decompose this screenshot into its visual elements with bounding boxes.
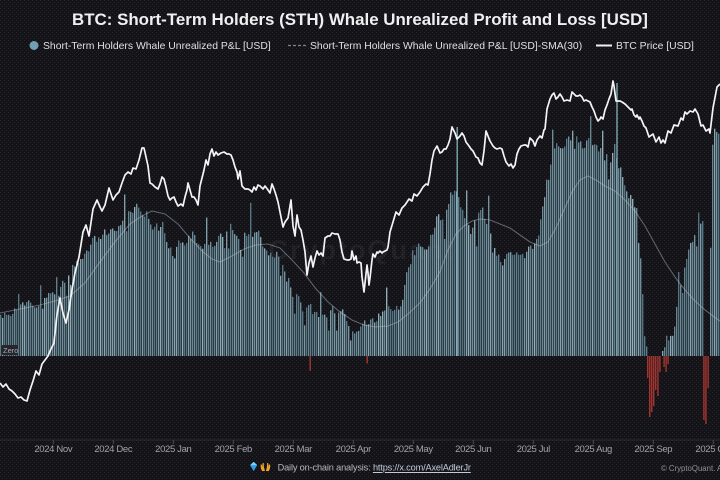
svg-text:2024 Nov: 2024 Nov: [34, 444, 72, 455]
svg-text:BTC Price [USD]: BTC Price [USD]: [616, 41, 694, 52]
svg-text:2025 Jun: 2025 Jun: [455, 444, 491, 455]
svg-text:2025 Sep: 2025 Sep: [634, 444, 672, 455]
svg-text:2025 May: 2025 May: [394, 444, 434, 455]
svg-text:2025 Aug: 2025 Aug: [575, 444, 612, 455]
svg-text:2025 Feb: 2025 Feb: [215, 444, 252, 455]
svg-text:2025 Mar: 2025 Mar: [275, 444, 313, 455]
svg-text:2025 Jul: 2025 Jul: [517, 444, 550, 455]
svg-text:2025 Oct: 2025 Oct: [695, 444, 720, 455]
svg-text:CryptoQuant: CryptoQuant: [269, 235, 456, 265]
svg-text:2024 Dec: 2024 Dec: [94, 444, 132, 455]
svg-text:Short-Term Holders Whale Unrea: Short-Term Holders Whale Unrealized P&L …: [310, 41, 582, 52]
svg-text:2025 Apr: 2025 Apr: [336, 444, 371, 455]
svg-text:2025 Jan: 2025 Jan: [155, 444, 191, 455]
svg-text:Short-Term Holders Whale Unrea: Short-Term Holders Whale Unrealized P&L …: [43, 41, 271, 52]
svg-text:Zero: Zero: [3, 346, 18, 355]
